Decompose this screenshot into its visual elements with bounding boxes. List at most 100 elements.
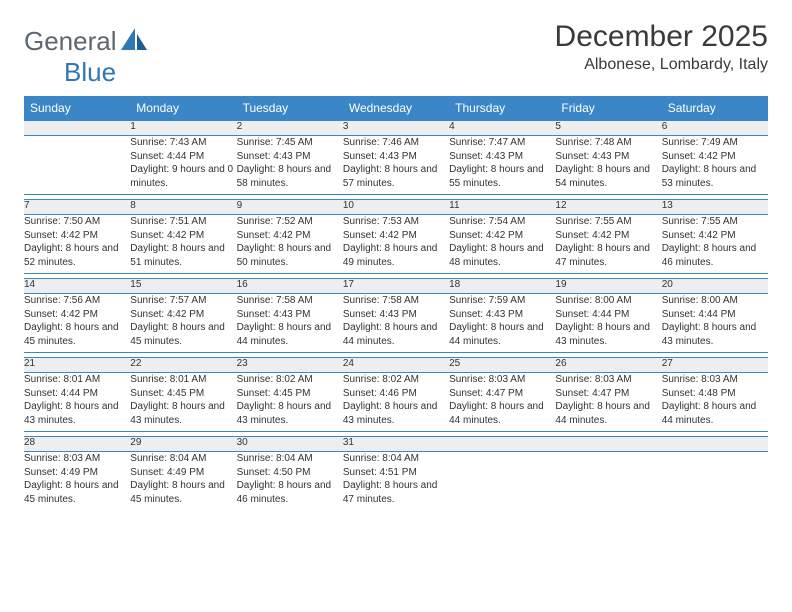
sunrise-text: Sunrise: 7:57 AM [130,294,236,308]
logo-general: General [24,26,117,56]
sunset-text: Sunset: 4:47 PM [555,387,661,401]
day-number-cell [449,437,555,452]
calendar-head: SundayMondayTuesdayWednesdayThursdayFrid… [24,96,768,121]
sunrise-text: Sunrise: 7:51 AM [130,215,236,229]
sunset-text: Sunset: 4:43 PM [449,308,555,322]
day-number-cell: 22 [130,358,236,373]
day-detail-cell: Sunrise: 8:03 AMSunset: 4:47 PMDaylight:… [555,373,661,432]
weekday-header: Sunday [24,96,130,121]
day-detail-cell: Sunrise: 8:04 AMSunset: 4:51 PMDaylight:… [343,452,449,511]
day-detail-cell: Sunrise: 8:02 AMSunset: 4:45 PMDaylight:… [237,373,343,432]
day-detail-cell: Sunrise: 7:46 AMSunset: 4:43 PMDaylight:… [343,136,449,195]
daylight-text: Daylight: 8 hours and 43 minutes. [237,400,343,427]
day-detail-cell: Sunrise: 7:59 AMSunset: 4:43 PMDaylight:… [449,294,555,353]
daylight-text: Daylight: 8 hours and 47 minutes. [343,479,449,506]
sunset-text: Sunset: 4:42 PM [237,229,343,243]
day-number-cell: 13 [662,200,768,215]
day-number-cell: 16 [237,279,343,294]
sunset-text: Sunset: 4:44 PM [130,150,236,164]
day-detail-cell [662,452,768,511]
sunrise-text: Sunrise: 7:53 AM [343,215,449,229]
calendar-body: 123456Sunrise: 7:43 AMSunset: 4:44 PMDay… [24,121,768,511]
day-detail-cell: Sunrise: 8:01 AMSunset: 4:45 PMDaylight:… [130,373,236,432]
daylight-text: Daylight: 8 hours and 58 minutes. [237,163,343,190]
daylight-text: Daylight: 8 hours and 44 minutes. [662,400,768,427]
daylight-text: Daylight: 8 hours and 43 minutes. [555,321,661,348]
sunrise-text: Sunrise: 7:54 AM [449,215,555,229]
day-detail-cell: Sunrise: 7:55 AMSunset: 4:42 PMDaylight:… [555,215,661,274]
day-detail-cell: Sunrise: 7:57 AMSunset: 4:42 PMDaylight:… [130,294,236,353]
daylight-text: Daylight: 8 hours and 52 minutes. [24,242,130,269]
daylight-text: Daylight: 8 hours and 43 minutes. [662,321,768,348]
sunrise-text: Sunrise: 7:46 AM [343,136,449,150]
daylight-text: Daylight: 8 hours and 44 minutes. [555,400,661,427]
day-number-cell: 2 [237,121,343,136]
sunrise-text: Sunrise: 8:03 AM [555,373,661,387]
day-detail-cell: Sunrise: 7:58 AMSunset: 4:43 PMDaylight:… [237,294,343,353]
sunset-text: Sunset: 4:44 PM [662,308,768,322]
sunrise-text: Sunrise: 7:43 AM [130,136,236,150]
day-detail-cell: Sunrise: 7:53 AMSunset: 4:42 PMDaylight:… [343,215,449,274]
day-number-cell: 3 [343,121,449,136]
sunrise-text: Sunrise: 8:01 AM [130,373,236,387]
day-number-cell: 8 [130,200,236,215]
day-detail-cell: Sunrise: 7:51 AMSunset: 4:42 PMDaylight:… [130,215,236,274]
day-detail-cell [555,452,661,511]
day-detail-cell: Sunrise: 7:45 AMSunset: 4:43 PMDaylight:… [237,136,343,195]
day-detail-cell [449,452,555,511]
daylight-text: Daylight: 8 hours and 44 minutes. [449,321,555,348]
daylight-text: Daylight: 8 hours and 46 minutes. [662,242,768,269]
sunset-text: Sunset: 4:42 PM [662,150,768,164]
daylight-text: Daylight: 8 hours and 45 minutes. [130,321,236,348]
day-number-cell: 23 [237,358,343,373]
calendar-page: GeneralBlue December 2025 Albonese, Lomb… [0,0,792,520]
day-number-cell [24,121,130,136]
daylight-text: Daylight: 8 hours and 55 minutes. [449,163,555,190]
day-number-cell: 28 [24,437,130,452]
sunset-text: Sunset: 4:43 PM [343,150,449,164]
day-detail-cell: Sunrise: 7:43 AMSunset: 4:44 PMDaylight:… [130,136,236,195]
day-detail-cell: Sunrise: 8:03 AMSunset: 4:48 PMDaylight:… [662,373,768,432]
daylight-text: Daylight: 8 hours and 54 minutes. [555,163,661,190]
sunrise-text: Sunrise: 7:49 AM [662,136,768,150]
sunset-text: Sunset: 4:49 PM [24,466,130,480]
day-number-cell: 9 [237,200,343,215]
sunrise-text: Sunrise: 7:55 AM [555,215,661,229]
sunset-text: Sunset: 4:45 PM [130,387,236,401]
day-number-cell: 27 [662,358,768,373]
sunset-text: Sunset: 4:42 PM [24,308,130,322]
daylight-text: Daylight: 8 hours and 49 minutes. [343,242,449,269]
day-number-cell: 30 [237,437,343,452]
logo: GeneralBlue [24,20,147,88]
daylight-text: Daylight: 9 hours and 0 minutes. [130,163,236,190]
day-number-cell: 1 [130,121,236,136]
logo-sail-icon [121,28,147,50]
sunrise-text: Sunrise: 8:03 AM [662,373,768,387]
sunrise-text: Sunrise: 7:47 AM [449,136,555,150]
day-detail-cell: Sunrise: 7:55 AMSunset: 4:42 PMDaylight:… [662,215,768,274]
daylight-text: Daylight: 8 hours and 43 minutes. [130,400,236,427]
day-detail-cell: Sunrise: 7:56 AMSunset: 4:42 PMDaylight:… [24,294,130,353]
month-title: December 2025 [555,20,768,54]
sunrise-text: Sunrise: 8:03 AM [24,452,130,466]
day-detail-cell: Sunrise: 7:49 AMSunset: 4:42 PMDaylight:… [662,136,768,195]
daylight-text: Daylight: 8 hours and 48 minutes. [449,242,555,269]
daylight-text: Daylight: 8 hours and 50 minutes. [237,242,343,269]
day-detail-cell: Sunrise: 8:00 AMSunset: 4:44 PMDaylight:… [662,294,768,353]
day-detail-cell: Sunrise: 7:50 AMSunset: 4:42 PMDaylight:… [24,215,130,274]
day-detail-cell: Sunrise: 7:48 AMSunset: 4:43 PMDaylight:… [555,136,661,195]
day-number-cell: 12 [555,200,661,215]
sunrise-text: Sunrise: 8:02 AM [343,373,449,387]
sunrise-text: Sunrise: 7:52 AM [237,215,343,229]
sunrise-text: Sunrise: 8:04 AM [237,452,343,466]
sunset-text: Sunset: 4:42 PM [130,229,236,243]
day-detail-cell: Sunrise: 8:00 AMSunset: 4:44 PMDaylight:… [555,294,661,353]
sunset-text: Sunset: 4:44 PM [555,308,661,322]
day-number-cell: 20 [662,279,768,294]
sunrise-text: Sunrise: 7:58 AM [343,294,449,308]
daylight-text: Daylight: 8 hours and 44 minutes. [343,321,449,348]
sunset-text: Sunset: 4:43 PM [449,150,555,164]
day-number-cell: 21 [24,358,130,373]
sunrise-text: Sunrise: 7:50 AM [24,215,130,229]
sunset-text: Sunset: 4:43 PM [555,150,661,164]
